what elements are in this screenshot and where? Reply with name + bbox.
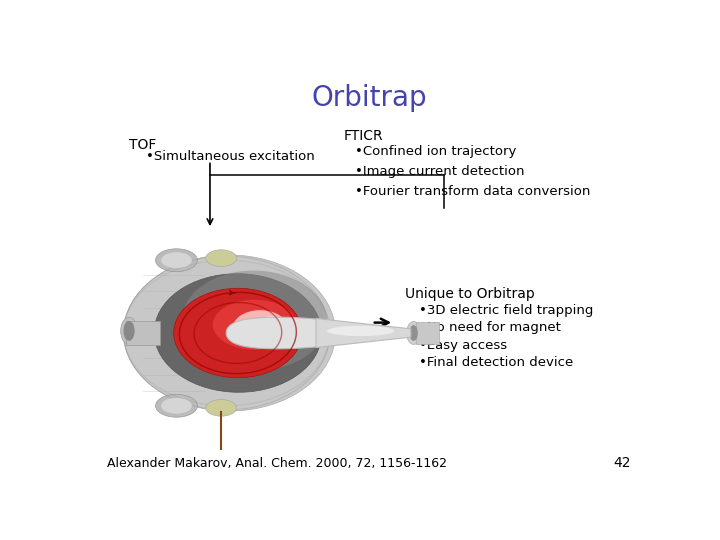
Ellipse shape: [206, 400, 236, 416]
Polygon shape: [226, 317, 372, 349]
Ellipse shape: [174, 288, 302, 377]
Text: TOF: TOF: [129, 138, 156, 152]
Text: 42: 42: [613, 456, 631, 470]
Ellipse shape: [121, 318, 138, 345]
Text: •No need for magnet: •No need for magnet: [419, 321, 561, 334]
Ellipse shape: [327, 326, 394, 336]
Text: Alexander Makarov, Anal. Chem. 2000, 72, 1156-1162: Alexander Makarov, Anal. Chem. 2000, 72,…: [107, 457, 446, 470]
Ellipse shape: [154, 274, 322, 392]
Ellipse shape: [161, 252, 192, 268]
Text: •Final detection device: •Final detection device: [419, 356, 573, 369]
FancyBboxPatch shape: [416, 322, 438, 344]
FancyBboxPatch shape: [126, 321, 160, 345]
Text: •Easy access: •Easy access: [419, 339, 508, 352]
Ellipse shape: [213, 300, 297, 349]
Ellipse shape: [156, 394, 197, 417]
Text: •3D electric field trapping: •3D electric field trapping: [419, 304, 593, 317]
Ellipse shape: [410, 325, 418, 341]
Text: Orbitrap: Orbitrap: [311, 84, 427, 112]
Ellipse shape: [206, 250, 236, 266]
Text: Unique to Orbitrap: Unique to Orbitrap: [405, 287, 535, 301]
Ellipse shape: [124, 321, 135, 341]
Text: •Confined ion trajectory: •Confined ion trajectory: [355, 145, 516, 158]
Text: FTICR: FTICR: [344, 129, 384, 143]
Ellipse shape: [156, 249, 197, 272]
Ellipse shape: [407, 321, 420, 345]
Text: •Fourier transform data conversion: •Fourier transform data conversion: [355, 185, 590, 198]
Ellipse shape: [233, 310, 288, 348]
Polygon shape: [316, 319, 411, 348]
Ellipse shape: [161, 398, 192, 414]
Ellipse shape: [253, 316, 289, 341]
Text: •Simultaneous excitation: •Simultaneous excitation: [145, 150, 315, 163]
Text: •Image current detection: •Image current detection: [355, 165, 525, 178]
Ellipse shape: [182, 271, 327, 370]
Ellipse shape: [124, 255, 336, 411]
